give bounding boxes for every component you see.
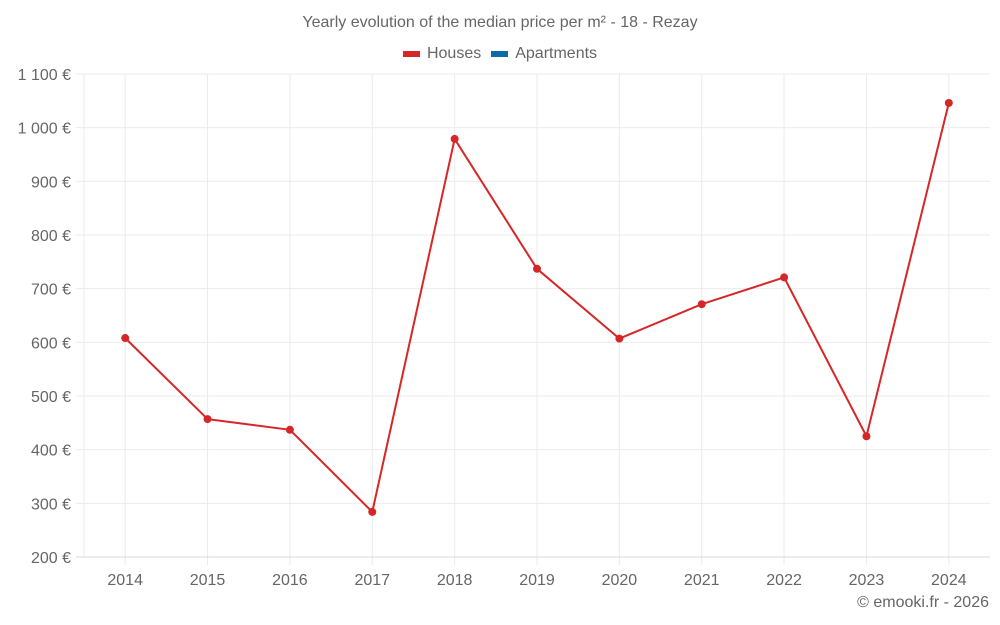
x-tick-label: 2024 bbox=[931, 572, 967, 589]
data-point[interactable] bbox=[697, 300, 706, 309]
y-tick-label: 300 € bbox=[31, 496, 71, 513]
chart-legend: Houses Apartments bbox=[0, 45, 1000, 63]
data-point[interactable] bbox=[285, 425, 294, 434]
data-point[interactable] bbox=[121, 334, 130, 343]
data-point[interactable] bbox=[368, 507, 377, 516]
legend-item-houses[interactable]: Houses bbox=[402, 45, 482, 63]
x-tick-label: 2021 bbox=[684, 572, 720, 589]
x-tick-label: 2014 bbox=[107, 572, 143, 589]
x-tick-label: 2018 bbox=[437, 572, 473, 589]
x-tick-label: 2017 bbox=[354, 572, 390, 589]
chart-grid bbox=[76, 73, 990, 565]
data-point[interactable] bbox=[533, 264, 541, 273]
y-tick-label: 900 € bbox=[31, 174, 71, 191]
y-tick-label: 1 100 € bbox=[18, 67, 71, 84]
legend-label-houses: Houses bbox=[426, 45, 482, 62]
y-tick-label: 500 € bbox=[31, 389, 71, 406]
data-point[interactable] bbox=[780, 273, 789, 282]
apartments-swatch-icon bbox=[491, 51, 509, 57]
legend-label-apartments: Apartments bbox=[515, 45, 598, 62]
legend-item-apartments[interactable]: Apartments bbox=[491, 45, 597, 63]
data-point[interactable] bbox=[615, 334, 624, 343]
x-tick-label: 2015 bbox=[190, 572, 226, 589]
y-tick-label: 200 € bbox=[31, 550, 71, 567]
x-tick-label: 2016 bbox=[272, 572, 308, 589]
y-tick-label: 400 € bbox=[31, 443, 71, 460]
x-tick-label: 2022 bbox=[766, 572, 802, 589]
y-axis: 200 € 300 € 400 € 500 € 600 € 700 € 800 € 900 €… bbox=[18, 67, 71, 567]
x-axis: 2014 2015 2016 2017 2018 2019 2020 2021 2022 2023… bbox=[76, 556, 990, 589]
houses-series bbox=[121, 98, 953, 516]
y-tick-label: 800 € bbox=[31, 228, 71, 245]
data-point[interactable] bbox=[450, 134, 459, 143]
copyright-footer: © emooki.fr - 2026 bbox=[857, 594, 989, 611]
y-tick-label: 700 € bbox=[31, 282, 71, 299]
data-point[interactable] bbox=[203, 415, 212, 424]
x-tick-label: 2023 bbox=[849, 572, 885, 589]
houses-swatch-icon bbox=[402, 51, 420, 57]
chart-title: Yearly evolution of the median price per… bbox=[302, 14, 698, 31]
x-tick-label: 2019 bbox=[519, 572, 555, 589]
data-point[interactable] bbox=[944, 98, 953, 107]
x-tick-label: 2020 bbox=[602, 572, 638, 589]
data-point[interactable] bbox=[862, 432, 871, 441]
y-tick-label: 1 000 € bbox=[18, 121, 71, 138]
y-tick-label: 600 € bbox=[31, 335, 71, 352]
